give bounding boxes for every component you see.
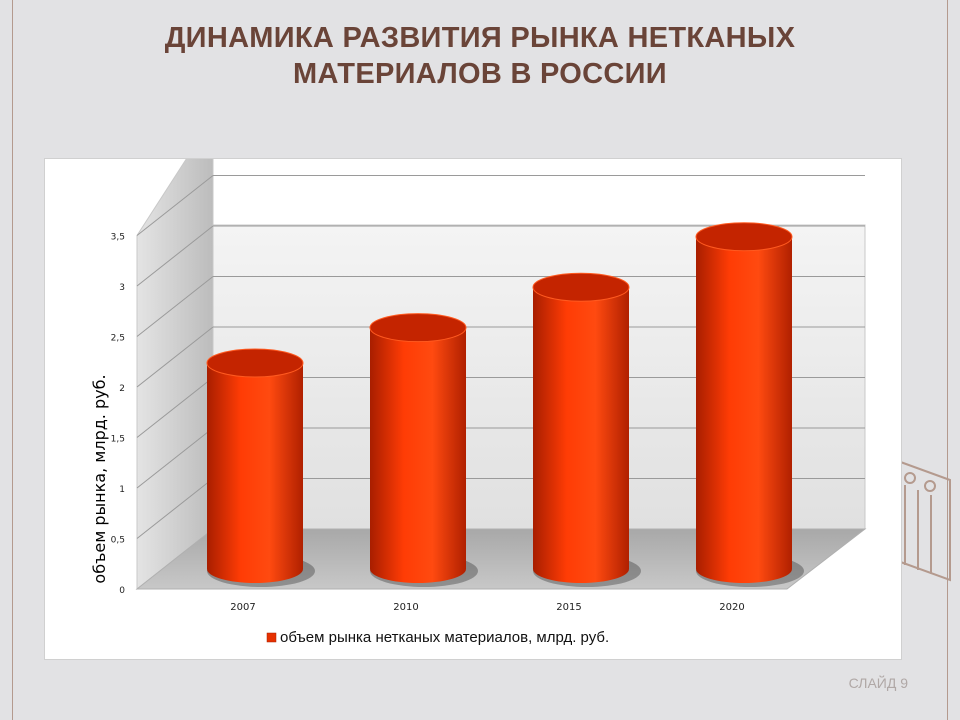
y-axis-label: объем рынка, млрд. руб. [90,374,109,583]
legend-label: объем рынка нетканых материалов, млрд. р… [280,629,609,646]
slide-number: СЛАЙД 9 [848,675,908,691]
y-tick-label: 2,5 [111,334,125,344]
gridline [136,326,214,388]
gridline [136,175,214,236]
bar [206,348,315,587]
bar-top [206,348,304,378]
chart-panel: 0 0,5 1 1,5 2 2,5 3 3,5 2007 2010 2015 2020 объем … [44,158,902,660]
bar-body [370,327,466,583]
x-tick-label: 2020 [719,602,744,613]
y-tick-label: 3 [119,283,125,293]
bar-top [369,313,467,343]
gridline [136,225,214,287]
slide-frame [12,0,948,720]
bar-body [533,287,629,583]
y-tick-label: 1,5 [111,435,125,445]
y-tick-label: 0,5 [111,536,125,546]
bar-chart: 0 0,5 1 1,5 2 2,5 3 3,5 2007 2010 2015 2020 объем … [90,159,867,646]
decorative-ornament [894,458,951,582]
title-line-1: ДИНАМИКА РАЗВИТИЯ РЫНКА НЕТКАНЫХ [164,22,796,54]
x-tick-label: 2015 [556,602,581,613]
bar [369,313,478,587]
gridline [136,276,214,337]
legend-swatch [266,632,277,643]
bar [695,222,804,587]
x-tick-label: 2007 [230,602,255,613]
bar-body [696,236,792,583]
side-wall [136,159,214,591]
floor [135,528,867,590]
gridline [136,377,214,438]
gridline [136,427,214,489]
bar-top [532,272,630,302]
bar-top [695,222,793,252]
y-tick-label: 1 [119,485,125,495]
gridline [136,478,214,539]
legend: объем рынка нетканых материалов, млрд. р… [266,629,609,646]
bar-body [207,363,303,583]
y-tick-label: 0 [119,586,125,596]
x-tick-label: 2010 [393,602,418,613]
bar [532,272,641,587]
y-tick-label: 3,5 [111,233,125,243]
title-line-2: МАТЕРИАЛОВ В РОССИИ [293,58,667,90]
page-title: ДИНАМИКА РАЗВИТИЯ РЫНКА НЕТКАНЫХ МАТЕРИА… [60,20,900,92]
y-tick-label: 2 [119,384,125,394]
